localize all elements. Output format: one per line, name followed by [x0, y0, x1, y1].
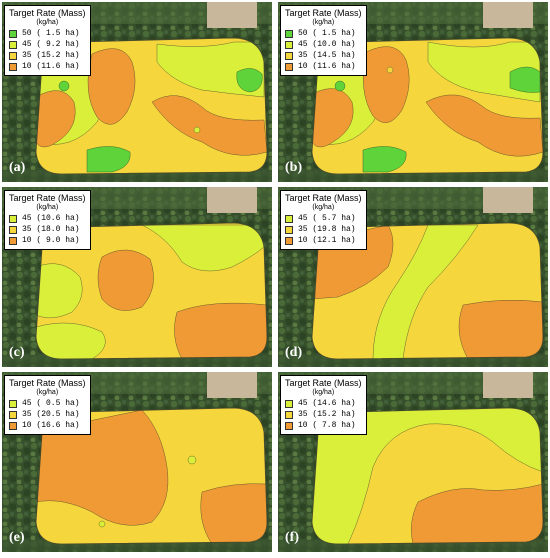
legend-title: Target Rate (Mass) — [9, 8, 86, 18]
legend-entry-label: 10 ( 9.0 ha) — [22, 236, 80, 245]
legend-swatch — [285, 51, 293, 60]
legend-entry: 10 (11.6 ha) — [285, 61, 362, 72]
legend-unit: (kg/ha) — [36, 204, 59, 211]
legend-unit: (kg/ha) — [312, 204, 335, 211]
legend-entry: 35 (14.5 ha) — [285, 50, 362, 61]
map-panel-a: Target Rate (Mass) (kg/ha) 50 ( 1.5 ha) … — [2, 2, 272, 182]
legend-swatch — [9, 40, 17, 49]
legend-entry-label: 10 (11.6 ha) — [22, 62, 80, 71]
legend-entry-label: 10 (12.1 ha) — [298, 236, 356, 245]
legend-swatch — [9, 214, 17, 223]
legend-swatch — [9, 225, 17, 234]
field-map-c — [2, 187, 272, 367]
map-panel-c: Target Rate (Mass) (kg/ha) 45 (10.6 ha) … — [2, 187, 272, 367]
legend-entry-label: 35 (15.2 ha) — [22, 51, 80, 60]
legend-e: Target Rate (Mass) (kg/ha) 45 ( 0.5 ha) … — [4, 375, 91, 435]
legend-swatch — [285, 40, 293, 49]
map-panel-d: Target Rate (Mass) (kg/ha) 45 ( 5.7 ha) … — [278, 187, 548, 367]
legend-entry-label: 45 ( 0.5 ha) — [22, 399, 80, 408]
legend-entry-label: 10 (11.6 ha) — [298, 62, 356, 71]
legend-swatch — [285, 214, 293, 223]
legend-a: Target Rate (Mass) (kg/ha) 50 ( 1.5 ha) … — [4, 5, 91, 76]
legend-swatch — [9, 421, 17, 430]
legend-swatch — [9, 236, 17, 245]
legend-entry: 50 ( 1.5 ha) — [285, 28, 362, 39]
panel-tag: (b) — [285, 160, 303, 175]
map-panel-b: Target Rate (Mass) (kg/ha) 50 ( 1.5 ha) … — [278, 2, 548, 182]
legend-entry: 45 (10.0 ha) — [285, 39, 362, 50]
legend-swatch — [285, 410, 293, 419]
panel-tag: (e) — [9, 530, 25, 545]
legend-swatch — [285, 399, 293, 408]
legend-swatch — [285, 29, 293, 38]
legend-swatch — [285, 62, 293, 71]
legend-title: Target Rate (Mass) — [285, 378, 362, 388]
legend-swatch — [285, 236, 293, 245]
legend-swatch — [285, 421, 293, 430]
legend-entry-label: 50 ( 1.5 ha) — [298, 29, 356, 38]
legend-entry-label: 45 (14.6 ha) — [298, 399, 356, 408]
legend-entry-label: 35 (19.8 ha) — [298, 225, 356, 234]
legend-swatch — [9, 51, 17, 60]
legend-title: Target Rate (Mass) — [9, 378, 86, 388]
legend-entry: 35 (19.8 ha) — [285, 224, 362, 235]
legend-swatch — [9, 399, 17, 408]
legend-entry-label: 35 (20.5 ha) — [22, 410, 80, 419]
legend-entry: 10 (16.6 ha) — [9, 420, 86, 431]
legend-entry: 45 ( 9.2 ha) — [9, 39, 86, 50]
legend-swatch — [9, 29, 17, 38]
field-map-a — [2, 2, 272, 182]
legend-entry-label: 10 (16.6 ha) — [22, 421, 80, 430]
legend-swatch — [9, 62, 17, 71]
legend-entry-label: 35 (18.0 ha) — [22, 225, 80, 234]
field-map-b — [278, 2, 548, 182]
legend-d: Target Rate (Mass) (kg/ha) 45 ( 5.7 ha) … — [280, 190, 367, 250]
legend-entry: 45 (14.6 ha) — [285, 398, 362, 409]
legend-entry: 45 ( 0.5 ha) — [9, 398, 86, 409]
legend-entry: 10 (11.6 ha) — [9, 61, 86, 72]
legend-entry: 45 (10.6 ha) — [9, 213, 86, 224]
legend-entry: 35 (15.2 ha) — [9, 50, 86, 61]
legend-title: Target Rate (Mass) — [285, 193, 362, 203]
panel-tag: (d) — [285, 345, 303, 360]
legend-b: Target Rate (Mass) (kg/ha) 50 ( 1.5 ha) … — [280, 5, 367, 76]
legend-entry-label: 10 ( 7.8 ha) — [298, 421, 356, 430]
legend-entry-label: 45 ( 5.7 ha) — [298, 214, 356, 223]
legend-unit: (kg/ha) — [312, 19, 335, 26]
panel-tag: (c) — [9, 345, 25, 360]
legend-entry: 50 ( 1.5 ha) — [9, 28, 86, 39]
legend-title: Target Rate (Mass) — [9, 193, 86, 203]
legend-unit: (kg/ha) — [312, 389, 335, 396]
legend-entry: 45 ( 5.7 ha) — [285, 213, 362, 224]
legend-title: Target Rate (Mass) — [285, 8, 362, 18]
map-panel-e: Target Rate (Mass) (kg/ha) 45 ( 0.5 ha) … — [2, 372, 272, 552]
map-panel-f: Target Rate (Mass) (kg/ha) 45 (14.6 ha) … — [278, 372, 548, 552]
legend-entry-label: 35 (15.2 ha) — [298, 410, 356, 419]
legend-entry: 35 (18.0 ha) — [9, 224, 86, 235]
legend-entry-label: 45 ( 9.2 ha) — [22, 40, 80, 49]
legend-f: Target Rate (Mass) (kg/ha) 45 (14.6 ha) … — [280, 375, 367, 435]
legend-unit: (kg/ha) — [36, 389, 59, 396]
legend-entry: 35 (15.2 ha) — [285, 409, 362, 420]
panel-tag: (a) — [9, 160, 26, 175]
legend-entry: 10 ( 7.8 ha) — [285, 420, 362, 431]
legend-c: Target Rate (Mass) (kg/ha) 45 (10.6 ha) … — [4, 190, 91, 250]
legend-swatch — [9, 410, 17, 419]
legend-swatch — [285, 225, 293, 234]
field-map-e — [2, 372, 272, 552]
panel-tag: (f) — [285, 530, 299, 545]
legend-entry-label: 35 (14.5 ha) — [298, 51, 356, 60]
legend-entry: 10 ( 9.0 ha) — [9, 235, 86, 246]
legend-entry: 10 (12.1 ha) — [285, 235, 362, 246]
legend-entry-label: 45 (10.6 ha) — [22, 214, 80, 223]
legend-unit: (kg/ha) — [36, 19, 59, 26]
legend-entry: 35 (20.5 ha) — [9, 409, 86, 420]
legend-entry-label: 45 (10.0 ha) — [298, 40, 356, 49]
legend-entry-label: 50 ( 1.5 ha) — [22, 29, 80, 38]
